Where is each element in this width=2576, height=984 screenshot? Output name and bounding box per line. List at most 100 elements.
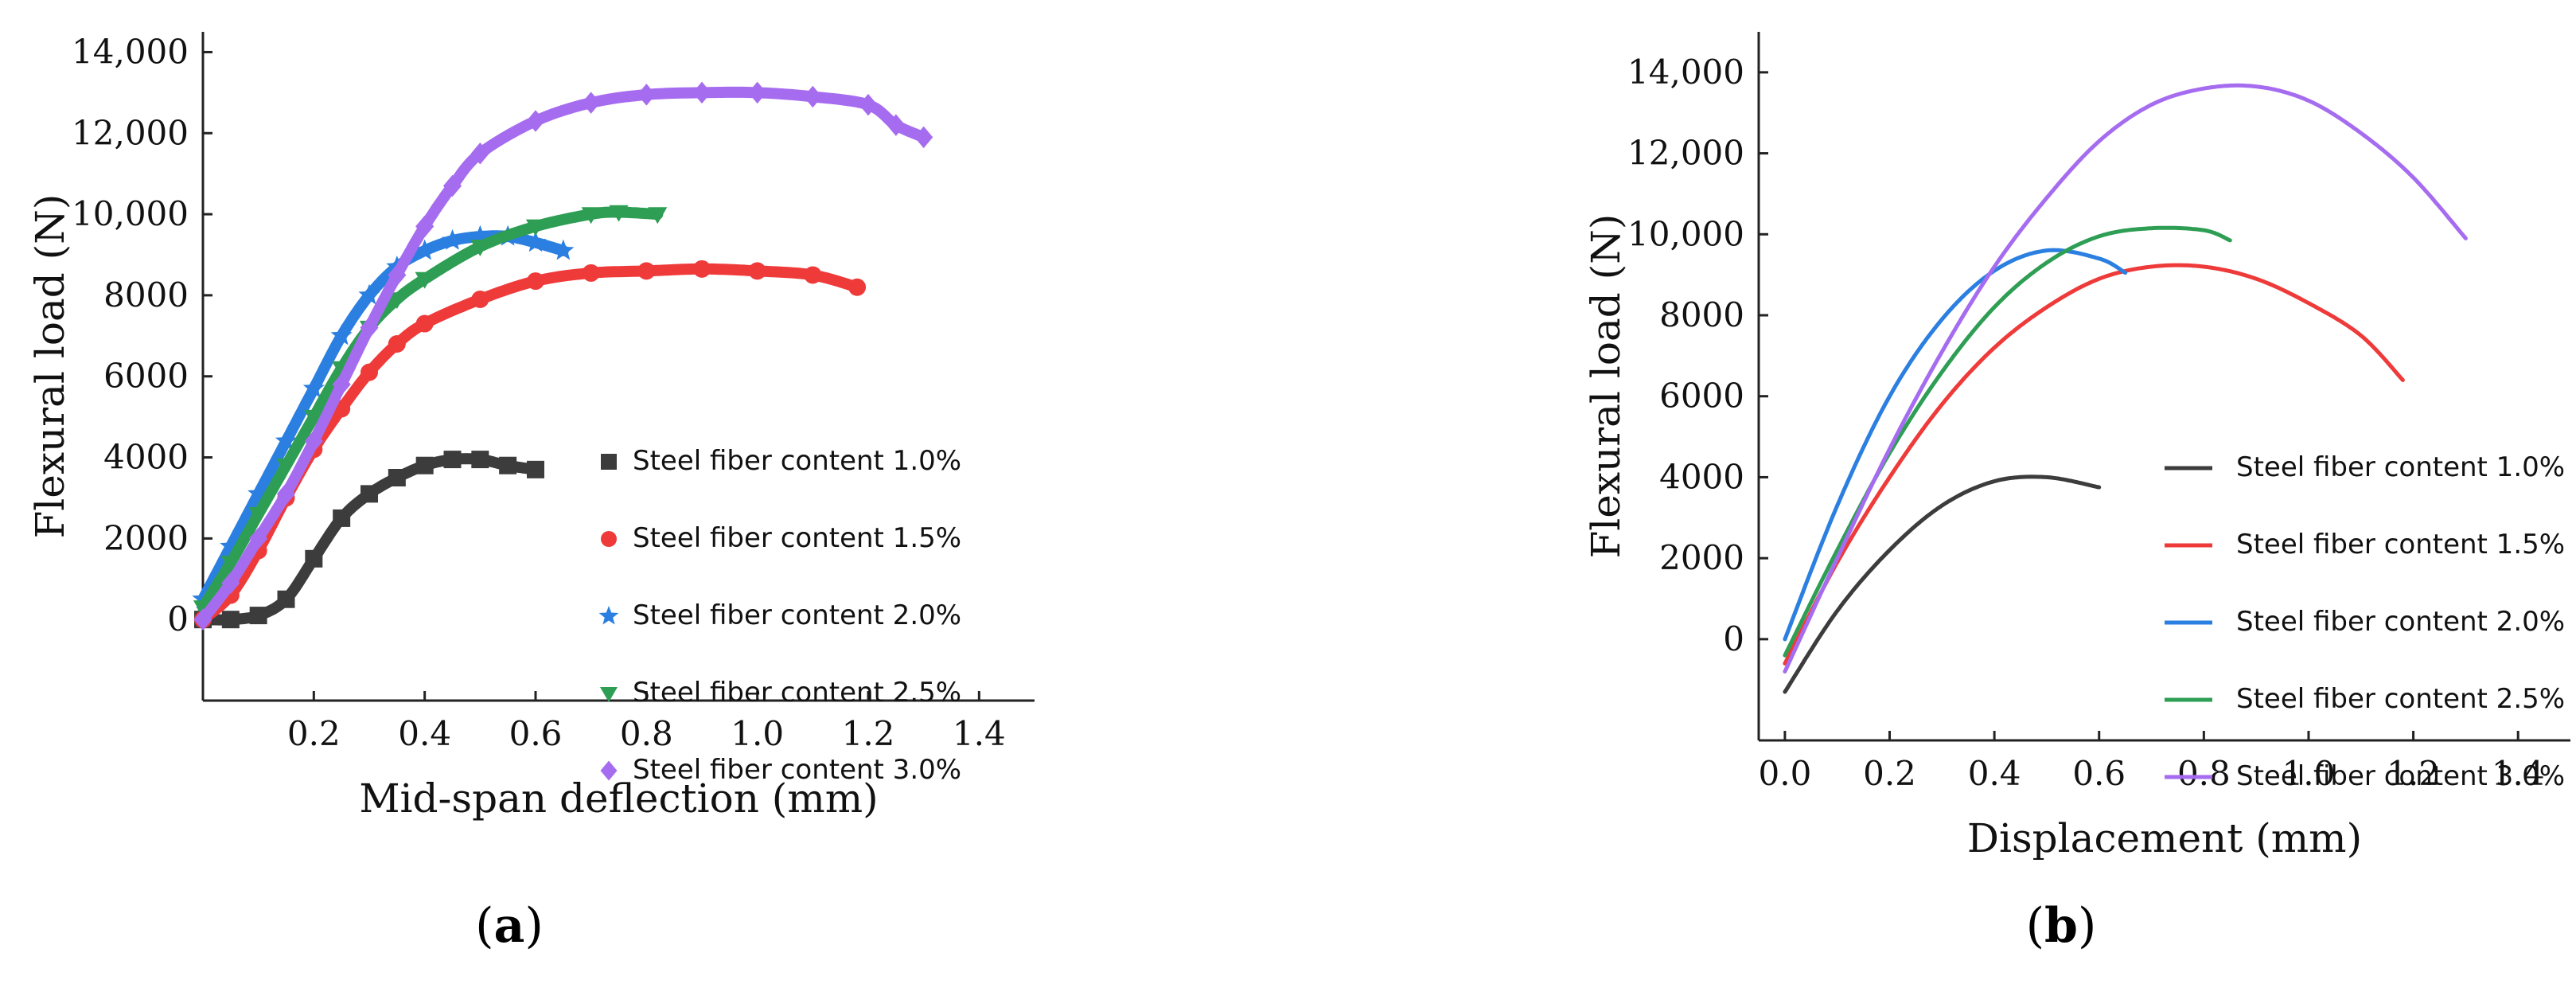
data-point xyxy=(275,429,298,451)
data-point xyxy=(387,292,407,310)
panel-label-a: a xyxy=(493,898,525,954)
data-point xyxy=(249,607,267,625)
chart-a: 0 2000 4000 6000 8000 10,000 12,000 14,000 0.2 0.… xyxy=(27,32,1035,822)
legend-label: Steel fiber content 2.5% xyxy=(2236,683,2565,715)
series-line xyxy=(197,86,929,626)
data-point xyxy=(470,142,489,165)
legend-label: Steel fiber content 1.5% xyxy=(633,522,961,554)
y-tick-label: 8000 xyxy=(103,275,189,314)
data-point xyxy=(441,228,464,250)
data-point xyxy=(304,430,323,452)
series-line xyxy=(1783,83,2468,674)
data-point xyxy=(414,239,436,260)
y-tick-label: 0 xyxy=(1723,619,1744,658)
x-tick-label: 1.0 xyxy=(2282,754,2336,793)
y-tick-label: 6000 xyxy=(1659,377,1744,416)
data-point xyxy=(249,527,268,550)
data-point xyxy=(358,283,380,305)
data-point xyxy=(332,373,351,396)
data-point xyxy=(193,608,212,631)
data-point xyxy=(526,110,545,132)
x-axis-title: Mid-span deflection (mm) xyxy=(359,775,878,822)
y-tick-label: 4000 xyxy=(103,438,189,477)
series-1 xyxy=(1783,474,2102,694)
data-point xyxy=(305,549,323,568)
legend-label: Steel fiber content 1.0% xyxy=(2236,451,2565,483)
x-tick-label: 0.6 xyxy=(2072,754,2126,793)
legend-label: Steel fiber content 1.5% xyxy=(2236,529,2565,560)
legend-label: Steel fiber content 1.0% xyxy=(633,445,961,477)
series-5 xyxy=(193,81,933,631)
data-point xyxy=(637,262,656,280)
x-tick-label: 1.4 xyxy=(2492,754,2545,793)
x-tick-label: 1.4 xyxy=(953,714,1006,753)
series-line xyxy=(1783,474,2102,694)
data-point xyxy=(471,291,489,308)
data-point xyxy=(581,207,601,225)
legend: Steel fiber content 1.0% Steel fiber cont… xyxy=(598,445,961,786)
x-tick-label: 0.4 xyxy=(1968,754,2021,793)
data-point xyxy=(248,507,268,524)
x-tick-label: 0.4 xyxy=(398,714,451,753)
data-point xyxy=(221,611,240,629)
y-tick-label: 2000 xyxy=(1659,538,1744,577)
legend-marker xyxy=(601,454,617,470)
data-point xyxy=(415,271,435,289)
legend-label: Steel fiber content 2.5% xyxy=(633,677,961,709)
data-point xyxy=(360,316,379,339)
data-point xyxy=(247,482,270,503)
panel-caption-a: (a) xyxy=(475,898,544,954)
data-point xyxy=(302,377,325,398)
x-tick-label: 0.2 xyxy=(1863,754,1916,793)
data-point xyxy=(333,509,351,527)
y-tick-label: 12,000 xyxy=(1627,134,1744,173)
legend-marker xyxy=(600,687,618,702)
data-point xyxy=(388,335,406,353)
x-tick-label: 1.2 xyxy=(842,714,895,753)
data-point xyxy=(648,207,668,225)
data-point xyxy=(692,81,711,104)
data-point xyxy=(525,219,546,236)
x-tick-label: 0.0 xyxy=(1759,754,1812,793)
legend-label: Steel fiber content 3.0% xyxy=(2236,760,2565,792)
panel-caption-b: (b) xyxy=(2025,898,2097,954)
series-line xyxy=(1783,248,2128,642)
x-tick-label: 1.2 xyxy=(2387,754,2440,793)
y-tick-label: 4000 xyxy=(1659,457,1744,496)
chart-b: 0 2000 4000 6000 8000 10,000 12,000 14,000 0.0 0.… xyxy=(1583,32,2570,860)
data-point xyxy=(582,264,600,282)
y-tick-label: 10,000 xyxy=(1627,214,1744,253)
series-line xyxy=(1783,263,2405,666)
legend-label: Steel fiber content 3.0% xyxy=(633,754,961,786)
y-tick-label: 10,000 xyxy=(72,194,189,233)
x-tick-label: 0.8 xyxy=(2177,754,2231,793)
data-point xyxy=(848,278,867,296)
data-point xyxy=(360,363,378,381)
data-point xyxy=(609,205,629,222)
legend: Steel fiber content 1.0% Steel fiber cont… xyxy=(2165,451,2565,792)
data-point xyxy=(471,451,489,469)
x-axis-title: Displacement (mm) xyxy=(1967,815,2362,860)
legend-marker xyxy=(600,760,618,781)
legend-label: Steel fiber content 2.0% xyxy=(633,599,961,631)
data-point xyxy=(330,324,353,346)
y-axis-title: Flexural load (N) xyxy=(27,194,73,539)
series-3 xyxy=(1783,248,2128,642)
y-tick-label: 0 xyxy=(167,599,189,638)
data-point xyxy=(693,260,711,278)
data-point xyxy=(527,272,544,291)
data-point xyxy=(388,469,406,486)
data-point xyxy=(527,460,544,478)
y-axis-title: Flexural load (N) xyxy=(1583,214,1629,559)
data-point xyxy=(524,231,547,252)
data-point xyxy=(637,84,656,106)
y-tick-label: 14,000 xyxy=(72,32,189,71)
y-tick-label: 8000 xyxy=(1659,295,1744,334)
data-point xyxy=(304,409,324,427)
y-tick-label: 2000 xyxy=(103,518,189,557)
data-point xyxy=(415,456,434,474)
data-point xyxy=(470,240,490,256)
data-point xyxy=(220,556,240,573)
series-5 xyxy=(1783,83,2468,674)
